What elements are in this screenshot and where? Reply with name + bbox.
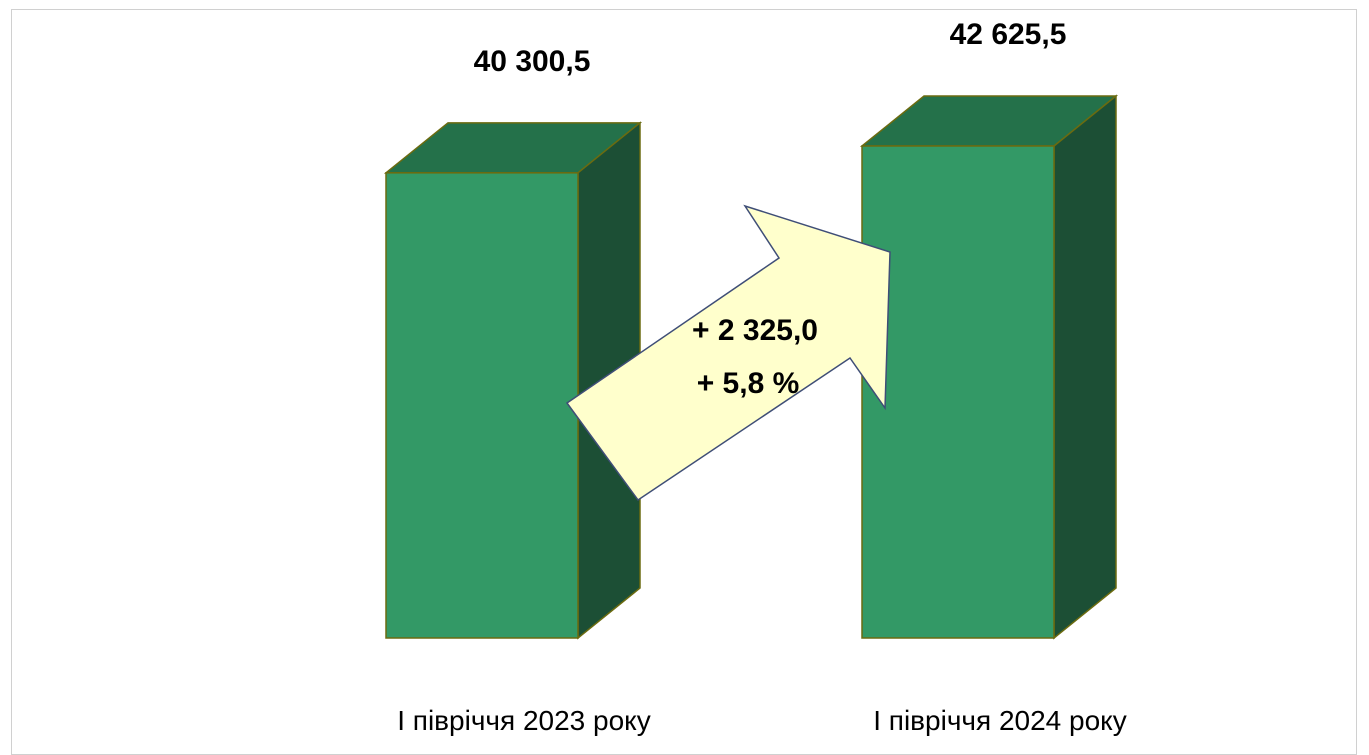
change-amount-label: + 2 325,0 <box>692 314 818 347</box>
bar-value-label: 42 625,5 <box>950 18 1067 51</box>
change-arrow-shape <box>565 204 891 502</box>
category-label: І півріччя 2024 року <box>873 705 1127 736</box>
bar-front-face <box>385 172 579 639</box>
change-arrow: + 2 325,0 + 5,8 % <box>565 204 891 502</box>
bar-side-face <box>1053 94 1117 640</box>
labels-group: 40 300,5 І півріччя 2023 року 42 625,5 І пі… <box>397 18 1127 736</box>
bar-1 <box>383 121 643 640</box>
bar-value-label: 40 300,5 <box>474 45 591 78</box>
category-label: І півріччя 2023 року <box>397 705 651 736</box>
bar-2 <box>859 94 1119 640</box>
change-percent-label: + 5,8 % <box>697 367 800 400</box>
bar-front-face <box>861 145 1055 639</box>
bars-group <box>383 94 1119 640</box>
